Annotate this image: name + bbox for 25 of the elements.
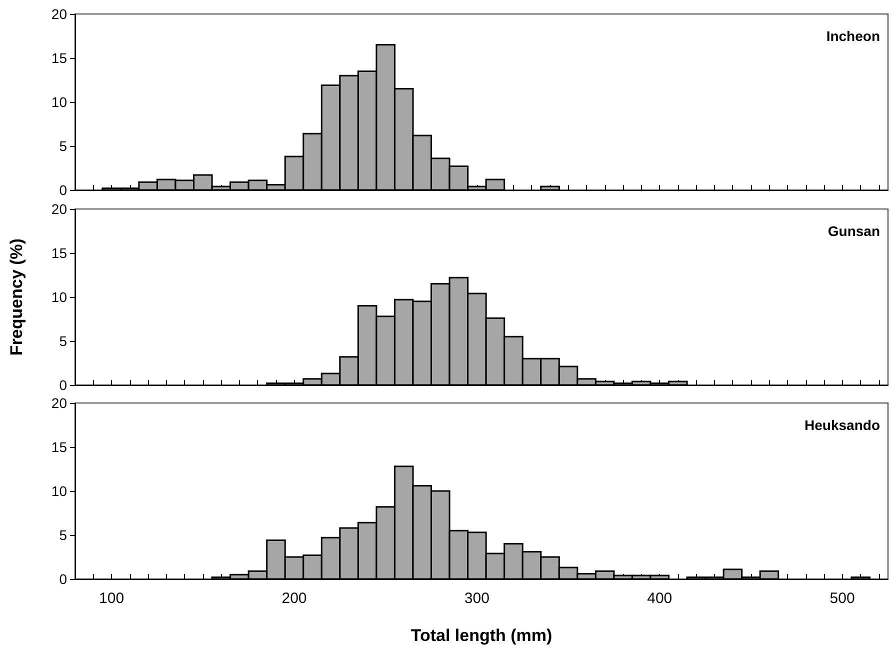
x-tick-label: 400 — [647, 590, 672, 607]
y-tick-label: 15 — [51, 245, 68, 261]
x-tick-label: 200 — [282, 590, 307, 607]
y-tick-label: 20 — [51, 395, 68, 411]
y-tick-label: 20 — [51, 6, 68, 22]
text: Gunsan — [828, 223, 880, 239]
x-tick-label: 300 — [464, 590, 490, 607]
y-tick-label: 5 — [59, 527, 68, 543]
y-tick-label: 0 — [59, 182, 68, 198]
y-tick-label: 5 — [59, 138, 68, 154]
x-tick-label: 100 — [99, 590, 124, 607]
y-tick-label: 15 — [51, 50, 68, 66]
y-tick-label: 0 — [59, 377, 68, 393]
y-tick-label: 0 — [59, 571, 68, 587]
x-tick-label: 500 — [830, 590, 855, 607]
text: Heuksando — [804, 417, 880, 433]
text: Incheon — [826, 28, 880, 44]
y-tick-label: 10 — [51, 94, 68, 110]
y-tick-label: 5 — [59, 333, 68, 349]
y-tick-label: 10 — [51, 289, 68, 305]
y-tick-label: 15 — [51, 439, 68, 455]
x-axis-title: Total length (mm) — [410, 626, 552, 645]
y-tick-label: 20 — [51, 201, 68, 217]
y-axis-title: Frequency (%) — [7, 238, 26, 356]
y-tick-label: 10 — [51, 483, 68, 499]
